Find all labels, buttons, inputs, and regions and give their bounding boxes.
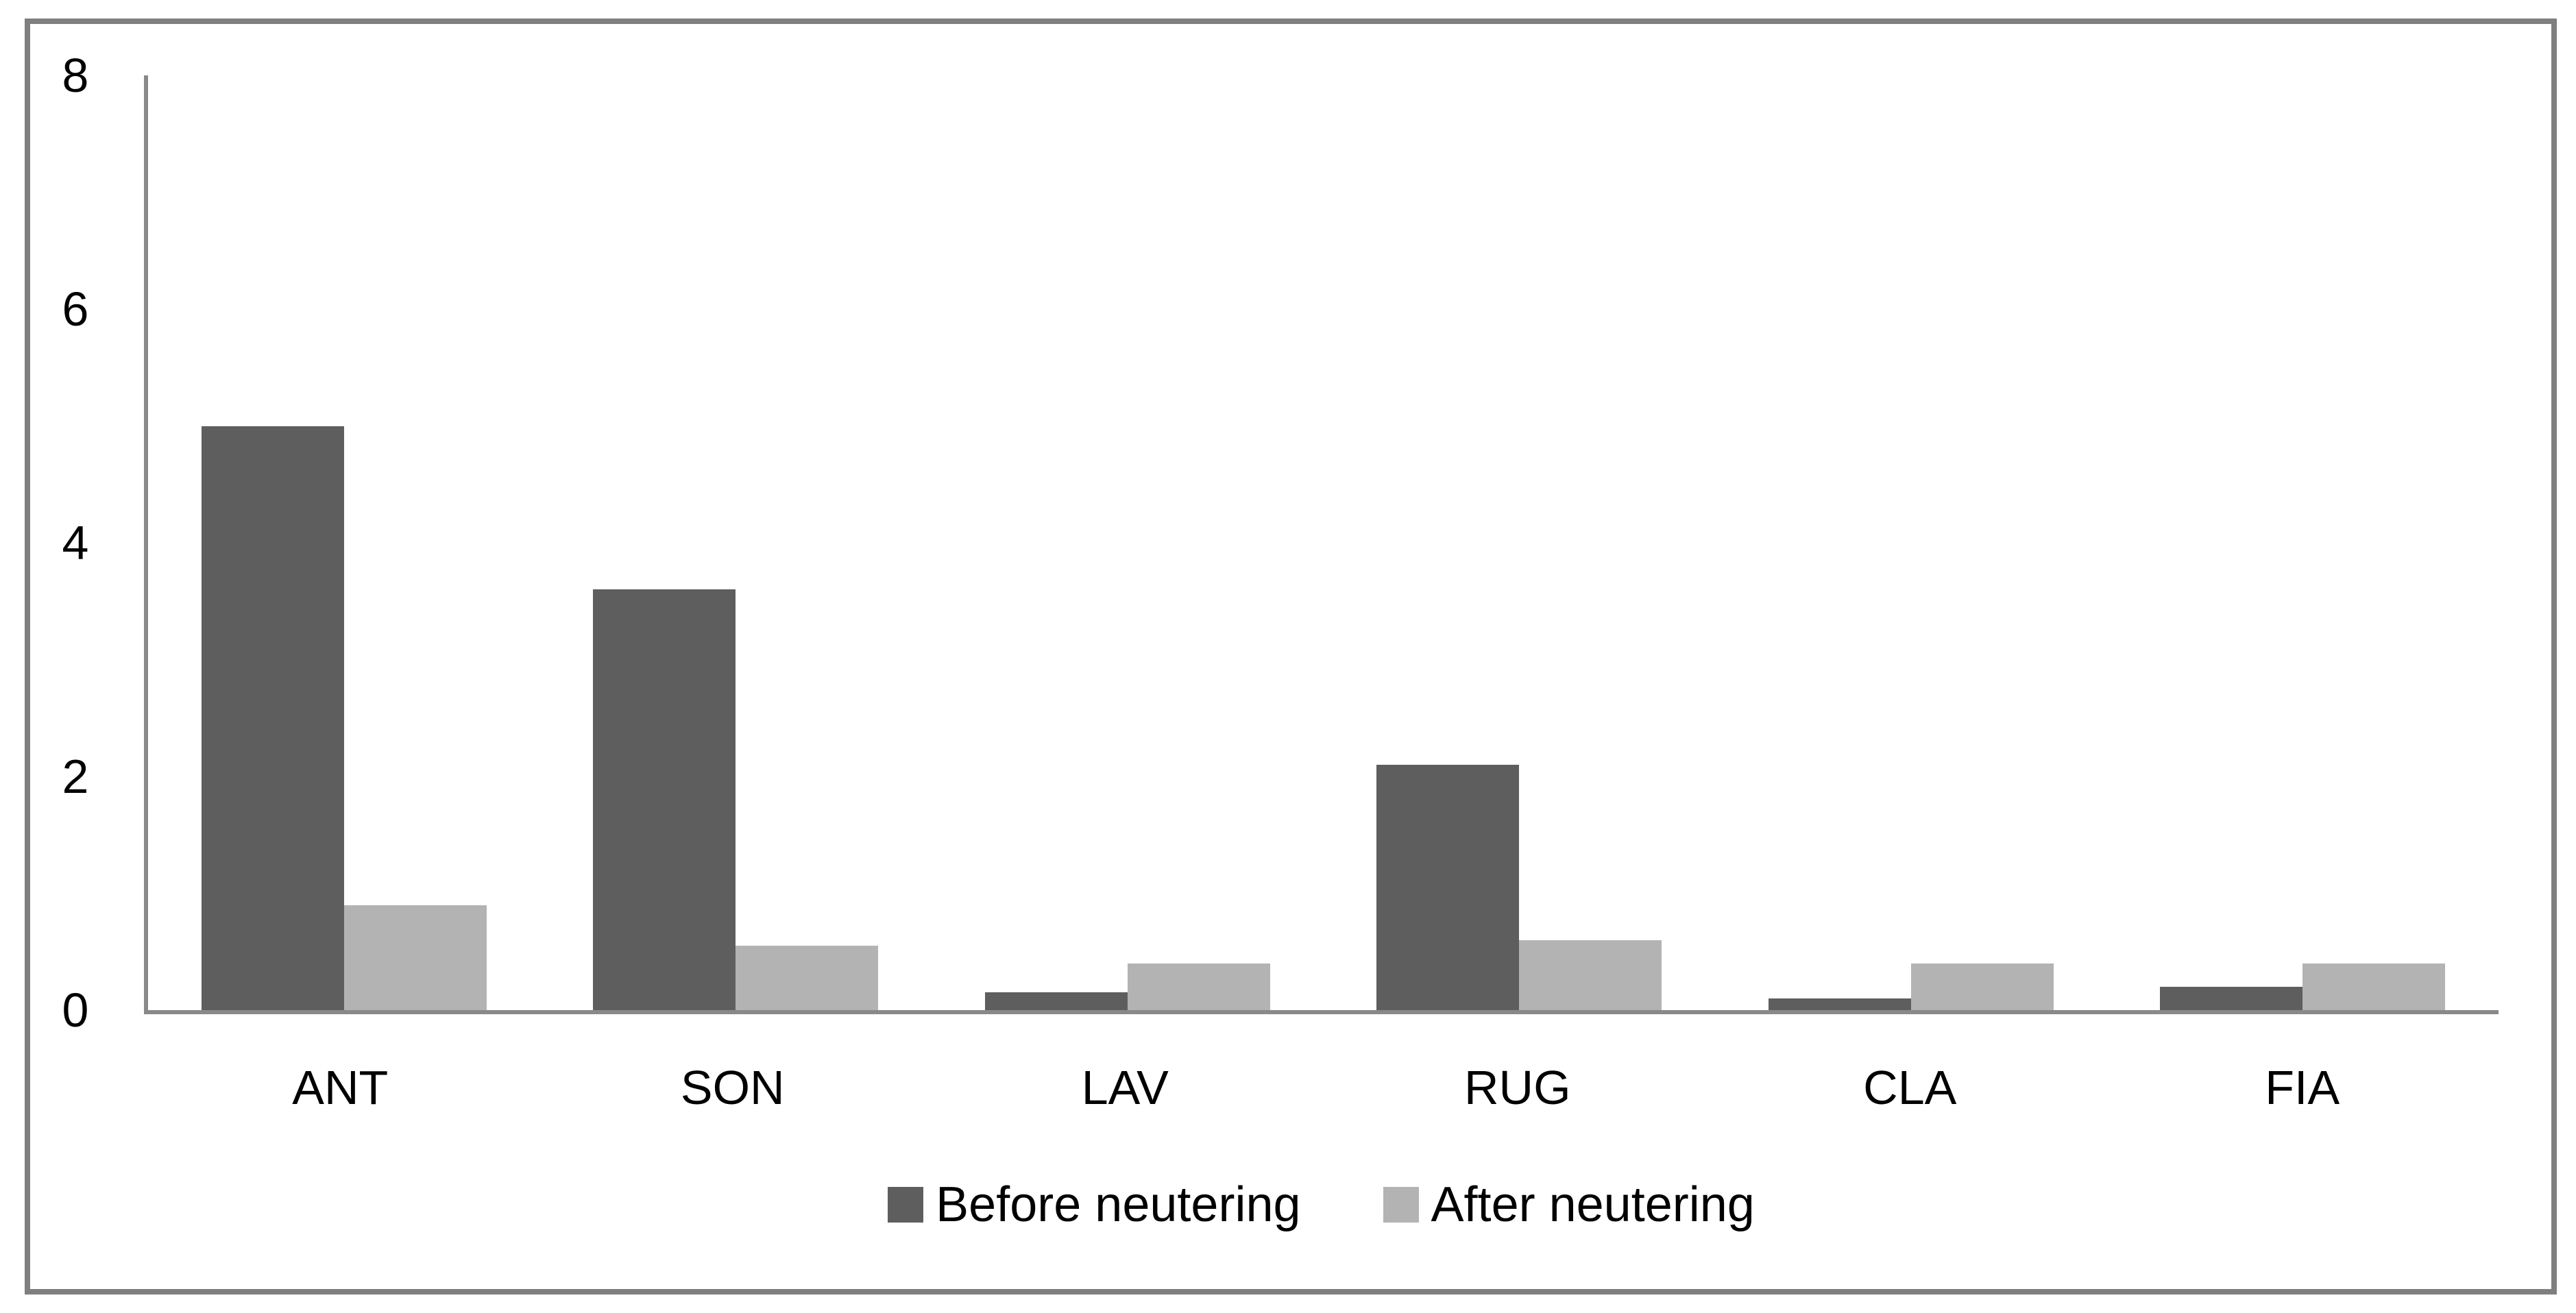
bar-ANT-after: [343, 905, 487, 1010]
bar-group-LAV: [932, 75, 1324, 1010]
bar-CLA-after: [1910, 963, 2054, 1010]
bar-group-RUG: [1324, 75, 1716, 1010]
bar-RUG-before: [1376, 764, 1520, 1010]
bar-LAV-before: [984, 992, 1128, 1010]
bar-ANT-before: [201, 426, 344, 1010]
category-label-RUG: RUG: [1463, 1061, 1571, 1114]
ytick-6: 6: [62, 282, 89, 336]
y-axis-tick-labels: 0 2 4 6 8: [27, 51, 123, 1034]
ytick-0: 0: [62, 983, 89, 1037]
legend-label-after: After neutering: [1431, 1177, 1755, 1232]
bar-LAV-after: [1127, 963, 1270, 1010]
plot-area: [144, 75, 2499, 1014]
legend-item-before: Before neutering: [888, 1175, 1301, 1234]
category-label-CLA: CLA: [1863, 1061, 1957, 1114]
legend: Before neutering After neutering: [144, 1175, 2499, 1234]
legend-item-after: After neutering: [1383, 1175, 1755, 1234]
bar-group-CLA: [1715, 75, 2107, 1010]
bar-groups: [148, 75, 2499, 1010]
x-axis-category-labels: ANT SON LAV RUG CLA FIA: [144, 1059, 2499, 1116]
legend-swatch-before: [888, 1187, 924, 1223]
bar-CLA-before: [1768, 998, 1911, 1010]
legend-label-before: Before neutering: [936, 1177, 1301, 1232]
ytick-2: 2: [62, 750, 89, 803]
bar-group-SON: [540, 75, 932, 1010]
category-label-FIA: FIA: [2265, 1061, 2340, 1114]
bar-FIA-after: [2302, 963, 2446, 1010]
legend-swatch-after: [1383, 1187, 1419, 1223]
bar-group-FIA: [2107, 75, 2499, 1010]
chart-outer-border: [25, 19, 2557, 1294]
bar-SON-after: [736, 946, 879, 1010]
category-label-ANT: ANT: [292, 1061, 389, 1114]
bar-SON-before: [593, 589, 736, 1010]
category-label-SON: SON: [680, 1061, 785, 1114]
ytick-8: 8: [62, 49, 89, 102]
bar-FIA-before: [2160, 986, 2303, 1010]
category-label-LAV: LAV: [1081, 1061, 1169, 1114]
bar-RUG-after: [1519, 940, 1662, 1010]
bar-group-ANT: [148, 75, 540, 1010]
ytick-4: 4: [62, 516, 89, 569]
